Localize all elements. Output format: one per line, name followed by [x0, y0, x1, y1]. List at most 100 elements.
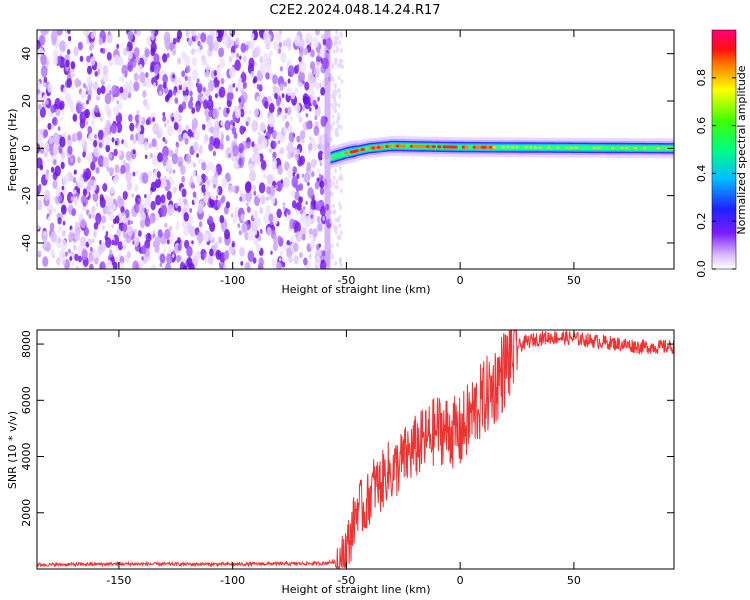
spectrogram-signal-band	[330, 136, 674, 169]
noise-blob	[255, 243, 261, 252]
noise-blob	[72, 113, 78, 122]
noise-blob	[189, 208, 193, 213]
noise-blob	[70, 105, 75, 113]
noise-blob	[294, 221, 301, 234]
noise-blob	[122, 223, 128, 233]
noise-blob	[196, 78, 200, 83]
noise-blob	[276, 132, 281, 141]
noise-blob	[239, 125, 245, 135]
noise-blob	[134, 184, 139, 193]
noise-blob	[195, 250, 201, 260]
noise-blob	[194, 263, 198, 269]
noise-blob	[118, 76, 122, 81]
noise-blob	[93, 139, 98, 148]
noise-blob	[91, 238, 95, 244]
noise-blob	[73, 244, 77, 251]
signal-peak	[379, 145, 385, 149]
noise-blob	[275, 261, 282, 269]
noise-blob	[189, 96, 194, 102]
noise-blob	[172, 37, 177, 45]
noise-blob	[326, 40, 330, 45]
noise-blob	[132, 171, 136, 177]
noise-blob	[107, 30, 111, 36]
noise-blob	[295, 153, 299, 161]
noise-blob	[106, 32, 113, 44]
noise-blob	[46, 158, 50, 163]
noise-blob	[307, 72, 315, 84]
noise-blob	[169, 226, 172, 231]
noise-blob	[230, 39, 235, 46]
noise-blob	[212, 107, 220, 120]
noise-blob	[270, 196, 276, 205]
noise-blob	[288, 132, 295, 143]
noise-blob	[333, 41, 337, 47]
noise-blob	[187, 100, 194, 109]
noise-blob	[227, 184, 233, 193]
noise-blob	[82, 101, 87, 108]
noise-blob	[277, 164, 283, 176]
noise-blob	[127, 219, 131, 226]
noise-blob	[272, 140, 277, 149]
noise-blob	[283, 113, 288, 120]
noise-blob	[310, 214, 314, 219]
noise-blob	[152, 232, 156, 238]
noise-blob	[309, 239, 316, 250]
noise-blob	[90, 41, 95, 49]
noise-blob	[59, 253, 63, 259]
noise-blob	[106, 51, 112, 61]
noise-blob	[277, 149, 281, 155]
noise-blob	[52, 56, 58, 66]
noise-blob	[204, 108, 209, 117]
noise-blob	[175, 225, 180, 231]
noise-blob	[253, 229, 257, 236]
noise-blob	[150, 33, 155, 41]
noise-blob	[166, 190, 172, 201]
noise-blob	[280, 179, 284, 184]
noise-blob	[221, 177, 228, 188]
noise-blob	[97, 147, 101, 154]
noise-blob	[315, 200, 322, 212]
noise-blob	[74, 189, 77, 194]
noise-blob	[231, 127, 237, 135]
noise-blob	[152, 81, 157, 88]
noise-blob	[201, 95, 206, 102]
noise-blob	[217, 185, 223, 196]
noise-blob	[121, 73, 125, 79]
noise-blob	[186, 245, 193, 258]
noise-blob	[338, 93, 342, 99]
noise-blob	[305, 200, 308, 206]
noise-blob	[202, 232, 209, 243]
snr-x-ticks: -150 -100 -50 0 50	[106, 330, 581, 587]
noise-blob	[52, 116, 58, 127]
noise-blob	[83, 30, 90, 38]
noise-blob	[93, 222, 99, 230]
noise-blob	[105, 144, 111, 153]
noise-blob	[191, 57, 198, 67]
noise-blob	[190, 161, 195, 168]
noise-blob	[256, 95, 261, 103]
noise-blob	[314, 181, 320, 190]
noise-blob	[162, 74, 168, 84]
noise-blob	[61, 230, 66, 237]
noise-blob	[219, 137, 224, 145]
noise-blob	[78, 103, 83, 111]
noise-blob	[279, 83, 284, 91]
noise-blob	[335, 179, 339, 185]
noise-blob	[329, 218, 333, 224]
noise-blob	[218, 106, 222, 111]
noise-blob	[164, 262, 172, 269]
noise-blob	[106, 166, 110, 172]
noise-blob	[287, 65, 295, 78]
noise-blob	[139, 71, 146, 84]
noise-blob	[290, 235, 295, 243]
noise-blob	[57, 126, 61, 131]
noise-blob	[94, 71, 98, 77]
noise-blob	[322, 57, 329, 70]
noise-blob	[277, 139, 281, 145]
spectrogram-y-tick-label: 0	[20, 145, 33, 152]
signal-peak	[529, 146, 533, 149]
noise-blob	[196, 153, 199, 158]
noise-blob	[159, 262, 163, 268]
noise-blob	[145, 232, 152, 243]
noise-blob	[89, 263, 94, 269]
